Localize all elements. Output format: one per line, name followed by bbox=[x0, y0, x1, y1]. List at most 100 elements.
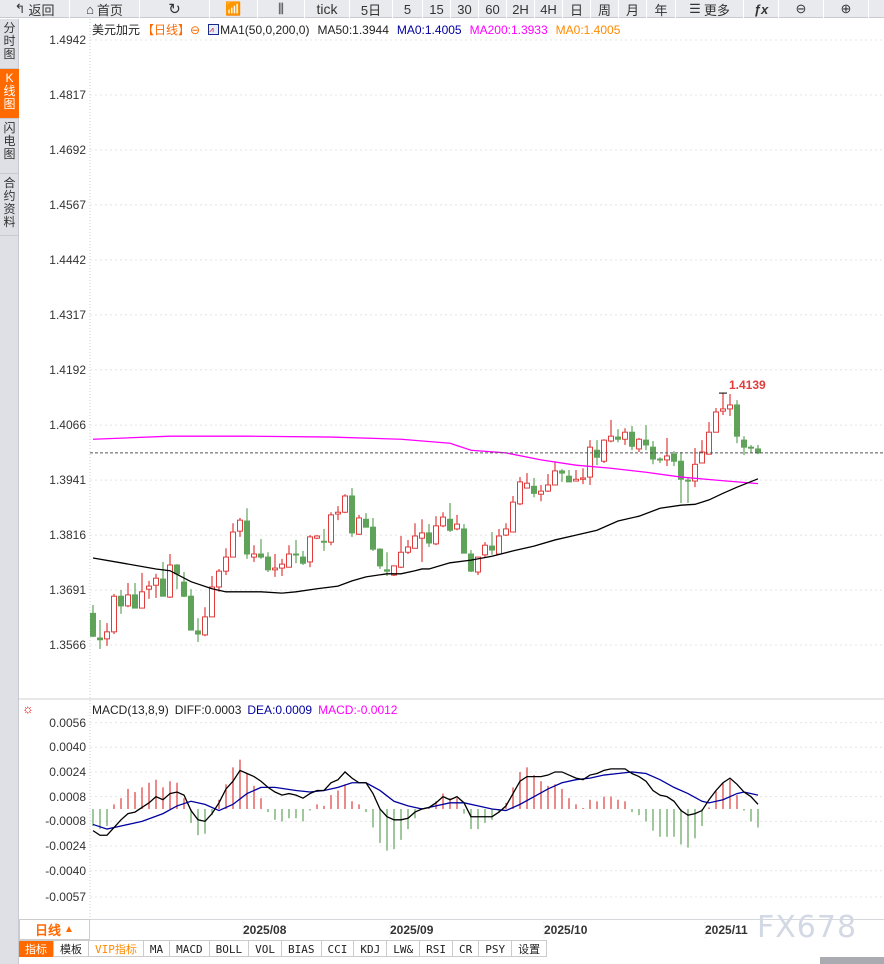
five-day-button[interactable]: 5日 bbox=[350, 0, 393, 18]
period-year-button[interactable]: 年 bbox=[647, 0, 676, 18]
indicator-tab[interactable]: VOL bbox=[249, 941, 282, 957]
period-label: 【日线】 bbox=[142, 23, 191, 37]
candle-up bbox=[580, 477, 586, 480]
candle-down bbox=[461, 528, 467, 554]
price-tick-label: 1.4567 bbox=[49, 197, 86, 212]
date-tick-label: 2025/10 bbox=[544, 923, 588, 937]
ma-set: MA1(50,0,200,0) bbox=[220, 22, 310, 37]
sidebar-item-contract-info[interactable]: 合约资料 bbox=[0, 174, 19, 236]
zoom-in-icon: ⊕ bbox=[840, 1, 852, 16]
price-tick-label: 1.4692 bbox=[49, 142, 86, 157]
candle-up bbox=[342, 495, 348, 513]
candle-up bbox=[104, 631, 110, 640]
candle-down bbox=[531, 485, 537, 494]
indicator-tab[interactable]: CR bbox=[453, 941, 480, 957]
candle-up bbox=[216, 570, 222, 588]
macd-tick-label: 0.0056 bbox=[49, 715, 86, 730]
high-price-label: 1.4139 bbox=[729, 378, 766, 392]
period-60-button[interactable]: 60 bbox=[479, 0, 507, 18]
period-2h-button[interactable]: 2H bbox=[507, 0, 535, 18]
period-week-button[interactable]: 周 bbox=[591, 0, 619, 18]
period-day-button[interactable]: 日 bbox=[563, 0, 591, 18]
more-button[interactable]: ☰ 更多 bbox=[676, 0, 744, 18]
candle-down bbox=[615, 436, 621, 440]
indicator-tab[interactable]: BIAS bbox=[282, 941, 322, 957]
candle-up bbox=[608, 435, 614, 442]
sidebar-item-flash-chart[interactable]: 闪电图 bbox=[0, 119, 19, 174]
candle-down bbox=[265, 556, 271, 571]
candle-up bbox=[545, 484, 551, 492]
candle-down bbox=[657, 458, 663, 461]
indicator-tab[interactable]: BOLL bbox=[210, 941, 250, 957]
indicator-tab[interactable]: MA bbox=[144, 941, 171, 957]
ma0-value: MA0:1.4005 bbox=[396, 22, 462, 37]
candle-down bbox=[132, 594, 138, 609]
sidebar: 分时图 K线图 闪电图 合约资料 bbox=[0, 19, 19, 964]
candle-up bbox=[251, 553, 257, 558]
formula-button[interactable]: ƒx bbox=[744, 0, 779, 18]
period-month-button[interactable]: 月 bbox=[619, 0, 647, 18]
indicator-tab[interactable]: MACD bbox=[170, 941, 210, 957]
indicator-tab[interactable]: RSI bbox=[420, 941, 453, 957]
candle-up bbox=[412, 535, 418, 549]
zoom-out-button[interactable]: ⊖ bbox=[779, 0, 824, 18]
indicator-tab[interactable]: PSY bbox=[479, 941, 513, 957]
ma-chart-icon[interactable]: ⩘ bbox=[208, 24, 220, 35]
candle-up bbox=[202, 616, 208, 636]
period-5-button[interactable]: 5 bbox=[393, 0, 423, 18]
indicator-tab[interactable]: CCI bbox=[322, 941, 355, 957]
candle-up bbox=[482, 544, 488, 556]
candle-up bbox=[727, 404, 733, 410]
candle-up bbox=[510, 501, 516, 533]
candle-down bbox=[174, 564, 180, 575]
indicator-tab[interactable]: VIP指标 bbox=[89, 941, 144, 957]
candle-up bbox=[153, 577, 159, 586]
back-button[interactable]: ↰ 返回 bbox=[0, 0, 70, 18]
bar-chart-icon: 📶 bbox=[225, 1, 242, 16]
indicator-button[interactable]: 📶 bbox=[210, 0, 258, 18]
candle-up bbox=[335, 511, 341, 515]
indicator-settings-icon[interactable]: ☼ bbox=[22, 701, 34, 716]
formula-icon: ƒx bbox=[753, 1, 769, 17]
indicator-tab[interactable]: KDJ bbox=[354, 941, 388, 957]
period-15-button[interactable]: 15 bbox=[423, 0, 451, 18]
period-selector[interactable]: 日线 ▲ bbox=[19, 919, 90, 940]
ma50-value: MA50:1.3944 bbox=[317, 22, 389, 37]
zoom-in-button[interactable]: ⊕ bbox=[824, 0, 869, 18]
candle-up bbox=[398, 551, 404, 568]
price-tick-label: 1.3566 bbox=[49, 638, 86, 653]
tick-button[interactable]: tick bbox=[305, 0, 350, 18]
sidebar-item-time-chart[interactable]: 分时图 bbox=[0, 19, 19, 69]
candle-up bbox=[307, 536, 313, 563]
date-tick-label: 2025/09 bbox=[390, 923, 434, 937]
candle-up bbox=[167, 564, 173, 598]
indicator-tab[interactable]: 指标 bbox=[19, 941, 54, 957]
candle-down bbox=[244, 520, 250, 555]
macd-tick-label: -0.0040 bbox=[45, 863, 86, 878]
home-icon: ⌂ bbox=[86, 1, 94, 17]
chart-legend: 美元加元 【日线】 ⊖ ⩘ MA1(50,0,200,0) MA50:1.3944… bbox=[92, 21, 620, 38]
candle-down bbox=[349, 495, 355, 534]
candlestick-button[interactable]: ⫼ bbox=[258, 0, 305, 18]
refresh-button[interactable]: ↻ bbox=[140, 0, 210, 18]
candle-up bbox=[328, 514, 334, 543]
candle-down bbox=[741, 439, 747, 448]
candle-down bbox=[734, 404, 740, 437]
candle-up bbox=[720, 408, 726, 412]
macd-tick-label: 0.0008 bbox=[49, 789, 86, 804]
indicator-tab[interactable]: LW& bbox=[387, 941, 421, 957]
sidebar-item-kline[interactable]: K线图 bbox=[0, 69, 19, 119]
candle-down bbox=[755, 448, 761, 454]
indicator-tab[interactable]: 模板 bbox=[54, 941, 89, 957]
candle-down bbox=[258, 553, 264, 558]
price-tick-label: 1.4442 bbox=[49, 252, 86, 267]
scrollbar[interactable] bbox=[820, 957, 884, 964]
settings-icon[interactable]: ⊖ bbox=[190, 22, 201, 37]
candle-up bbox=[587, 446, 593, 478]
indicator-tab[interactable]: 设置 bbox=[512, 941, 548, 957]
period-30-button[interactable]: 30 bbox=[451, 0, 479, 18]
macd-tick-label: 0.0024 bbox=[49, 764, 86, 779]
home-button[interactable]: ⌂ 首页 bbox=[70, 0, 140, 18]
indicator-tabs: 指标 模板 VIP指标 MA MACD BOLL VOL BIAS CCI KDJ LW& RSI CR… bbox=[19, 940, 548, 957]
period-4h-button[interactable]: 4H bbox=[535, 0, 563, 18]
